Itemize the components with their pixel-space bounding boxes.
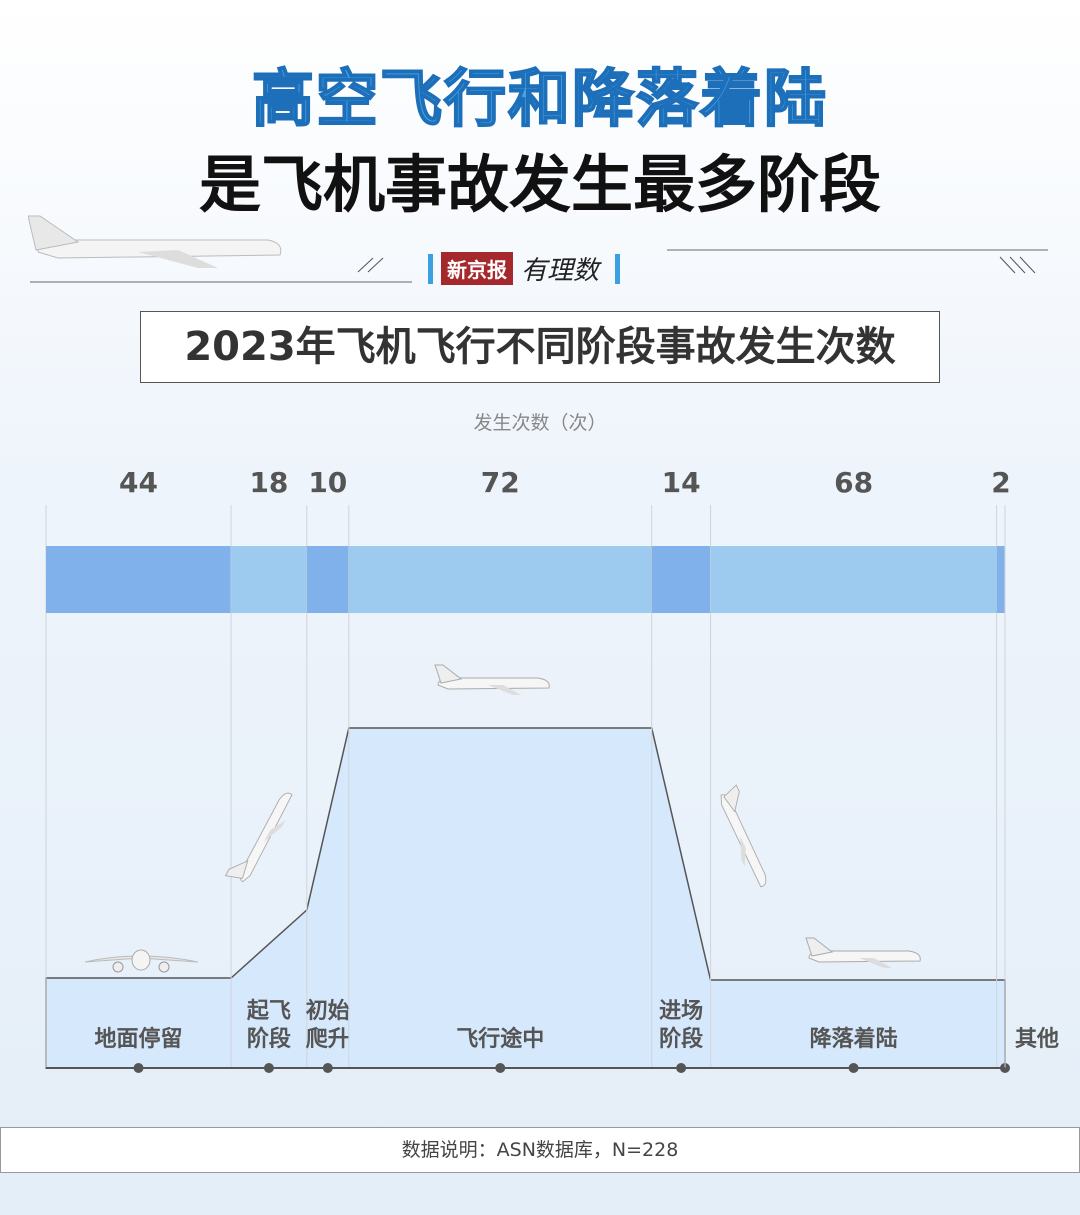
- airplane-icon: [434, 664, 550, 695]
- header-plane-icon: [28, 215, 412, 283]
- category-label: 阶段: [659, 1026, 703, 1052]
- brand-logo: 新京报 有理数: [428, 250, 621, 287]
- flight-profile-area: [45, 727, 1006, 1069]
- brand-column: 有理数: [521, 256, 600, 286]
- value-label: 18: [249, 466, 288, 499]
- brand-name: 新京报: [441, 252, 513, 285]
- category-label: 降落着陆: [810, 1026, 898, 1052]
- bar-segment: [651, 546, 711, 613]
- value-label: 68: [834, 466, 873, 499]
- category-label: 飞行途中: [456, 1026, 544, 1052]
- category-label: 其他: [1015, 1027, 1059, 1052]
- category-label: 初始: [306, 998, 350, 1024]
- value-label: 10: [308, 466, 347, 499]
- data-note: 数据说明：ASN数据库，N=228: [0, 1127, 1080, 1173]
- value-label: 14: [662, 466, 701, 499]
- bar-segment: [996, 546, 1005, 613]
- value-label: 44: [119, 466, 158, 499]
- bar-segment: [231, 546, 307, 613]
- bar-segment: [710, 546, 997, 613]
- airplane-icon: [720, 784, 767, 888]
- title-line1: 高空飞行和降落着陆: [251, 61, 828, 136]
- category-label: 爬升: [306, 1027, 350, 1052]
- category-label: 阶段: [247, 1026, 291, 1052]
- title-line2: 是飞机事故发生最多阶段: [198, 148, 881, 221]
- value-label: 72: [481, 466, 520, 499]
- airplane-icon: [224, 792, 293, 883]
- category-label: 进场: [659, 999, 703, 1024]
- bar-segment: [348, 546, 652, 613]
- axis-label: 发生次数（次）: [473, 412, 607, 434]
- chart-title: 2023年飞机飞行不同阶段事故发生次数: [140, 311, 940, 383]
- category-label: 起飞: [246, 999, 291, 1024]
- header-rule: [667, 249, 1048, 274]
- front-airplane-icon: [84, 949, 199, 973]
- value-label: 2: [991, 466, 1010, 499]
- airplane-icon: [805, 937, 921, 968]
- bar-segment: [46, 546, 232, 613]
- category-label: 地面停留: [95, 1026, 183, 1052]
- bar-segment: [306, 546, 349, 613]
